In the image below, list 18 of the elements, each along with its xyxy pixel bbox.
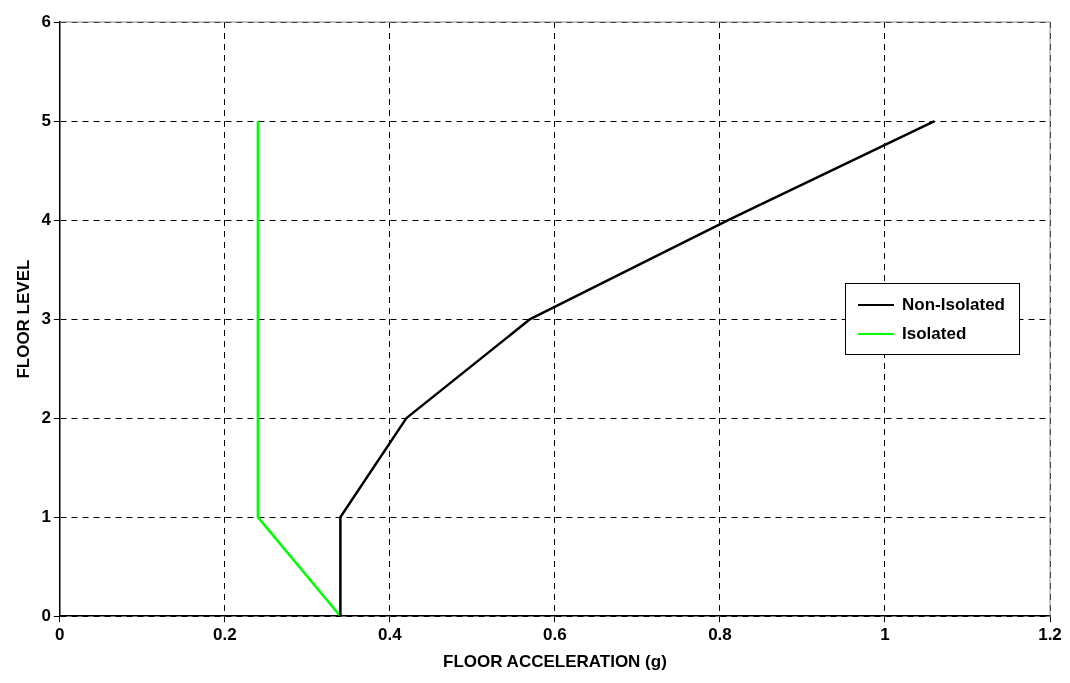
y-tick-label: 6 <box>41 11 51 31</box>
x-tick-label: 1 <box>880 625 890 645</box>
x-tick-label: 0.8 <box>708 625 732 645</box>
y-axis-title: FLOOR LEVEL <box>13 259 33 379</box>
x-tick-label: 1.2 <box>1038 625 1062 645</box>
y-tick-label: 0 <box>41 605 51 625</box>
y-tick-label: 2 <box>41 407 51 427</box>
y-tick-label: 1 <box>41 506 51 526</box>
legend-label: Isolated <box>902 323 967 344</box>
x-tick-label: 0 <box>55 625 65 645</box>
y-tick-label: 4 <box>41 209 52 229</box>
y-tick-label: 5 <box>41 110 51 130</box>
y-tick-label: 3 <box>41 308 51 328</box>
x-tick-label: 0.4 <box>378 625 403 645</box>
legend-label: Non-Isolated <box>902 294 1005 315</box>
x-tick-label: 0.2 <box>213 625 237 645</box>
x-tick-label: 0.6 <box>543 625 567 645</box>
x-axis-title: FLOOR ACCELERATION (g) <box>443 652 667 672</box>
